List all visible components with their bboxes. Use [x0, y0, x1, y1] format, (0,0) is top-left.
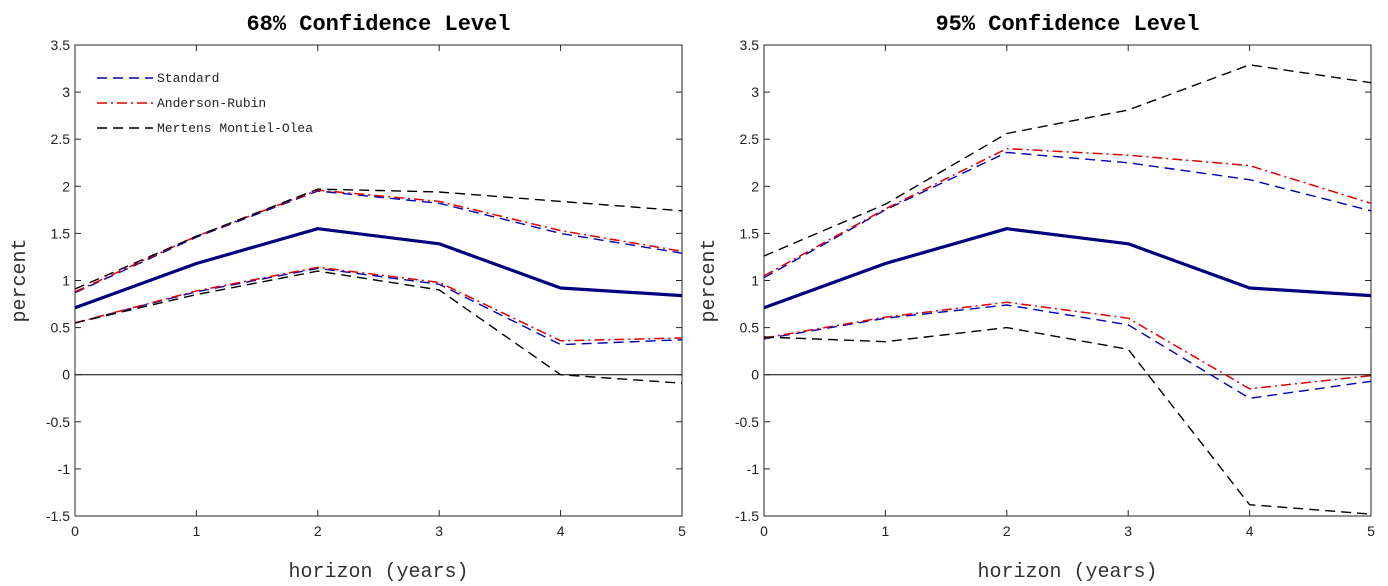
x-tick-label: 1	[193, 523, 201, 539]
band-line-5	[763, 64, 1372, 257]
y-tick-label: 0.5	[740, 320, 760, 336]
x-tick-label: 3	[1124, 523, 1132, 539]
y-axis-label: percent	[9, 238, 32, 322]
band-line-4	[74, 266, 683, 342]
y-tick-label: 1.5	[740, 225, 760, 241]
legend-label: Anderson-Rubin	[157, 96, 266, 111]
x-tick-label: 0	[760, 523, 768, 539]
band-line-5	[74, 188, 683, 290]
y-tick-label: -0.5	[735, 414, 759, 430]
x-tick-label: 1	[882, 523, 890, 539]
point-estimate-line	[763, 227, 1372, 310]
y-tick-label: 2.5	[51, 131, 71, 147]
x-tick-label: 5	[1367, 523, 1375, 539]
y-tick-label: 3.5	[51, 37, 71, 53]
chart-title: 95% Confidence Level	[935, 12, 1199, 37]
band-line-3	[763, 147, 1372, 277]
y-tick-label: 2.5	[740, 131, 760, 147]
y-tick-label: 0	[751, 367, 759, 383]
legend-label: Standard	[157, 71, 219, 86]
y-tick-label: 3	[751, 84, 759, 100]
y-tick-label: -1.5	[46, 508, 70, 524]
y-tick-label: -0.5	[46, 414, 70, 430]
y-tick-label: 2	[62, 178, 70, 194]
chart-panel-1: 0 1 2 3 4 5 -1.5 -1 -0.5 0 0.5 1 1.5 2 2.5 3 3.5 68% Conf…	[9, 12, 686, 584]
chart-title: 68% Confidence Level	[246, 12, 510, 37]
y-tick-label: 1	[62, 273, 70, 289]
point-estimate-line	[74, 227, 683, 310]
x-tick-label: 4	[557, 523, 565, 539]
legend: Standard Anderson-Rubin Mertens Montiel-Ol…	[97, 71, 313, 136]
x-tick-label: 4	[1246, 523, 1254, 539]
x-tick-label: 5	[678, 523, 686, 539]
y-tick-label: 1	[751, 273, 759, 289]
y-tick-label: 0	[62, 367, 70, 383]
band-line-1	[763, 151, 1372, 279]
y-tick-label: -1	[58, 461, 71, 477]
y-tick-label: 2	[751, 178, 759, 194]
band-line-3	[74, 189, 683, 293]
band-line-4	[763, 301, 1372, 390]
y-tick-label: 3	[62, 84, 70, 100]
band-line-6	[74, 270, 683, 384]
x-axis-label: horizon (years)	[977, 561, 1157, 584]
x-tick-label: 3	[435, 523, 443, 539]
y-tick-label: -1	[747, 461, 760, 477]
x-tick-label: 2	[1003, 523, 1011, 539]
plot-area	[763, 44, 1372, 517]
band-line-2	[763, 304, 1372, 399]
y-tick-label: 3.5	[740, 37, 760, 53]
y-tick-label: 1.5	[51, 225, 71, 241]
band-line-6	[763, 326, 1372, 515]
chart-panel-2: 0 1 2 3 4 5 -1.5 -1 -0.5 0 0.5 1 1.5 2 2.5 3 3.5 95% Conf…	[698, 12, 1375, 584]
band-line-1	[74, 190, 683, 294]
y-tick-label: -1.5	[735, 508, 759, 524]
x-axis-label: horizon (years)	[288, 561, 468, 584]
y-tick-label: 0.5	[51, 320, 71, 336]
y-axis-label: percent	[698, 238, 721, 322]
x-tick-label: 2	[314, 523, 322, 539]
legend-label: Mertens Montiel-Olea	[157, 121, 313, 136]
x-tick-label: 0	[71, 523, 79, 539]
